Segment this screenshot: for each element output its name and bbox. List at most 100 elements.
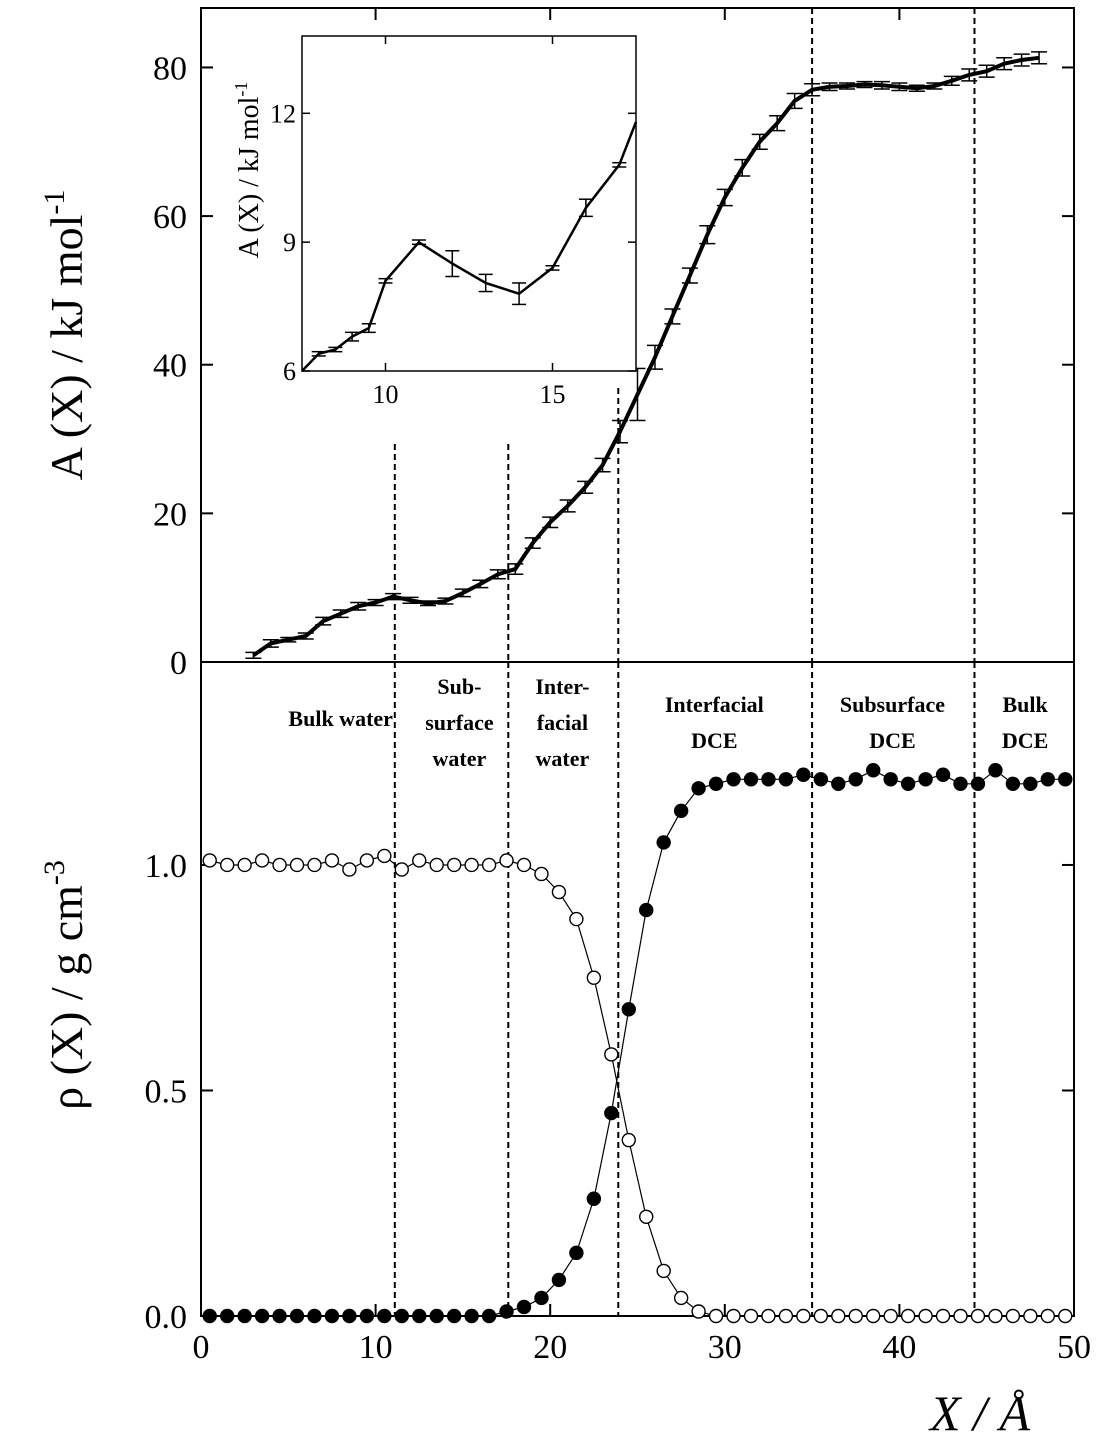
dce-density-point	[935, 767, 951, 782]
inset-error-bar	[311, 350, 326, 357]
dce-density-point	[324, 1308, 340, 1324]
dce-density-point	[272, 1308, 287, 1324]
free-energy-error-bar	[350, 601, 367, 611]
dce-density-point	[970, 776, 986, 791]
free-energy-error-bar	[804, 83, 821, 97]
inset-error-bar	[345, 331, 360, 342]
region-label: Bulk water	[288, 706, 393, 731]
dce-density-point	[743, 772, 759, 787]
region-label-line: water	[433, 746, 487, 771]
dce-density-point	[446, 1308, 462, 1324]
inset-error-bar	[361, 323, 376, 334]
dce-density-point	[481, 1308, 497, 1324]
water-density-point	[586, 970, 602, 985]
free-energy-error-bar	[943, 75, 960, 87]
dce-density-point	[778, 772, 794, 787]
free-energy-error-bar	[542, 516, 559, 529]
bottom-panel: 0.0 0.5 1.0 0 10 20 30 40 50 ρ (X) / g cm-3 X / Å B…	[38, 661, 1091, 1440]
free-energy-error-bar	[629, 367, 646, 422]
water-density-point	[918, 1308, 933, 1324]
free-energy-error-bar	[1013, 53, 1030, 67]
water-density-point	[202, 853, 217, 868]
water-density-point	[726, 1308, 741, 1324]
bottom-y-axis-label-text: ρ (X) / g cm	[41, 885, 92, 1110]
dce-density-point	[307, 1308, 322, 1324]
region-label-line: facial	[537, 710, 588, 735]
region-label-line: Bulk water	[288, 706, 393, 731]
bottom-y-tick-label: 0.0	[145, 1299, 188, 1336]
free-energy-error-bar	[262, 638, 279, 648]
water-density-point	[254, 853, 270, 868]
free-energy-error-bar	[646, 344, 663, 370]
region-label-line: Interfacial	[665, 692, 764, 717]
dce-density-point	[499, 1304, 514, 1319]
inset-error-bar	[378, 277, 393, 284]
top-y-tick-label: 60	[153, 199, 187, 236]
region-label-line: Subsurface	[840, 692, 945, 717]
water-density-point	[1023, 1308, 1038, 1324]
inset-y-axis-label: A (X) / kJ mol-1	[231, 82, 265, 259]
water-density-point	[813, 1308, 829, 1324]
water-density-point	[237, 857, 252, 873]
dce-density-point	[289, 1308, 305, 1324]
free-energy-error-bar	[280, 636, 297, 643]
free-energy-error-bar	[821, 82, 838, 92]
water-density-point	[499, 853, 514, 868]
inset-error-bar	[512, 282, 527, 306]
water-density-point	[534, 866, 549, 882]
region-label: Bulk DCE	[1002, 692, 1049, 753]
dce-density-point	[900, 776, 916, 791]
top-y-axis-label-superscript: -1	[38, 190, 71, 215]
inset-plot-frame	[301, 35, 637, 372]
bottom-x-tick-label: 50	[1057, 1329, 1091, 1366]
free-energy-error-bar	[437, 597, 454, 605]
water-density-point	[866, 1308, 881, 1324]
free-energy-error-bar	[507, 563, 524, 576]
water-density-point	[639, 1209, 654, 1224]
water-density-point	[796, 1308, 811, 1324]
water-density-point	[988, 1308, 1003, 1324]
water-density-point	[708, 1308, 724, 1324]
top-y-axis-label-text: A (X) / kJ mol	[41, 215, 92, 481]
free-energy-error-bar	[315, 616, 332, 626]
x-axis-label: X / Å	[928, 1385, 1030, 1440]
bottom-y-tick-label: 1.0	[145, 848, 188, 885]
inset-error-bar	[545, 265, 560, 271]
water-density-point	[481, 857, 497, 873]
dce-density-point	[586, 1191, 602, 1206]
water-density-point	[394, 862, 409, 877]
water-density-point	[342, 862, 357, 877]
water-density-point	[691, 1304, 706, 1319]
free-energy-error-bar	[926, 82, 943, 90]
water-density-point	[621, 1132, 636, 1148]
water-density-point	[953, 1308, 968, 1324]
water-density-point	[935, 1308, 951, 1324]
region-label: Inter-facial water	[535, 674, 589, 771]
water-density-point	[446, 857, 462, 873]
region-label-line: DCE	[869, 728, 915, 753]
dce-density-point	[883, 772, 898, 787]
free-energy-error-bar	[402, 596, 419, 605]
inset-y-axis-label-text: A (X) / kJ mol	[234, 96, 265, 258]
inset-error-bar	[445, 249, 460, 278]
inset-y-tick-label: 9	[283, 228, 296, 257]
free-energy-error-bar	[1031, 51, 1048, 65]
free-energy-error-bar	[908, 84, 925, 92]
free-energy-curve	[252, 55, 1040, 657]
dce-density-point	[377, 1308, 392, 1324]
water-density-point	[883, 1308, 898, 1324]
free-energy-error-bar	[996, 57, 1013, 71]
dce-density-point	[534, 1290, 549, 1306]
dce-density-point	[1005, 776, 1021, 791]
bottom-x-tick-label: 0	[193, 1329, 210, 1366]
dce-density-point	[726, 772, 741, 787]
free-energy-error-bar	[489, 569, 506, 580]
water-density-point	[324, 853, 340, 868]
region-label-line: DCE	[691, 728, 737, 753]
water-density-point	[272, 857, 287, 873]
dce-density-point	[918, 772, 933, 787]
region-label-line: Inter-	[535, 674, 589, 699]
dce-density-line	[209, 769, 1066, 1317]
water-density-point	[307, 857, 322, 873]
